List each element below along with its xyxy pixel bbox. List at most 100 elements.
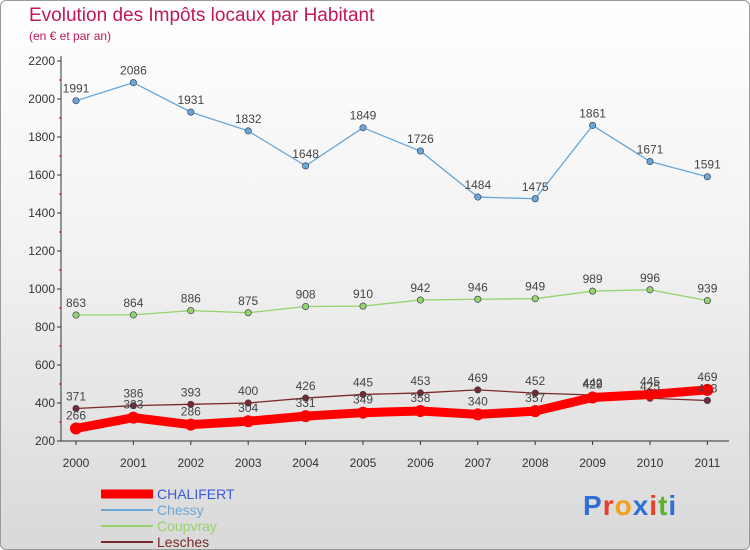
data-point-lesches <box>474 386 482 394</box>
data-point-lesches <box>72 405 80 413</box>
data-point-lesches <box>187 400 195 408</box>
data-point-chessy <box>187 108 195 116</box>
data-label-chalifert: 286 <box>181 405 201 419</box>
data-label-lesches: 413 <box>697 382 717 396</box>
data-label-lesches: 445 <box>353 375 373 389</box>
data-point-coupvray <box>302 302 310 310</box>
data-label-lesches: 426 <box>296 379 316 393</box>
data-point-chessy <box>72 97 80 105</box>
data-point-chalifert <box>299 410 312 423</box>
data-label-lesches: 425 <box>640 379 660 393</box>
x-tick-label: 2006 <box>407 456 434 470</box>
data-label-coupvray: 910 <box>353 287 373 301</box>
data-point-lesches <box>129 402 137 410</box>
logo-letter: i <box>649 490 659 521</box>
data-point-chalifert <box>357 406 369 419</box>
y-tick-label: 400 <box>35 396 55 410</box>
data-label-coupvray: 864 <box>123 296 143 310</box>
logo-letter: P <box>583 490 603 521</box>
data-label-chessy: 1832 <box>235 112 262 126</box>
proxiti-logo: Proxiti <box>583 490 677 522</box>
logo-letter: o <box>614 490 633 521</box>
data-point-chalifert <box>242 415 255 428</box>
series-line-coupvray <box>75 289 709 316</box>
legend-label-lesches: Lesches <box>157 534 209 549</box>
data-label-coupvray: 946 <box>468 280 488 294</box>
series-layer <box>70 79 714 435</box>
y-tick-label: 1200 <box>28 244 55 258</box>
data-label-coupvray: 863 <box>66 296 86 310</box>
data-label-lesches: 469 <box>468 371 488 385</box>
data-label-coupvray: 989 <box>583 272 603 286</box>
legend-label-chessy: Chessy <box>157 502 204 518</box>
data-point-coupvray <box>187 307 195 315</box>
data-point-chalifert <box>701 383 714 396</box>
data-label-chalifert: 323 <box>123 398 143 412</box>
data-point-chessy <box>416 147 424 155</box>
data-point-chessy <box>359 124 367 132</box>
data-point-chalifert <box>414 404 427 417</box>
data-point-chessy <box>646 158 654 166</box>
data-labels: 1991 2086 1931 1832 1648 1849 1726 1484 1475 1861… <box>63 64 721 423</box>
x-tick-label: 2001 <box>120 456 147 470</box>
data-label-chalifert: 445 <box>640 374 660 388</box>
data-label-chessy: 1726 <box>407 132 434 146</box>
series-line-chessy <box>75 82 709 200</box>
data-label-chessy: 1484 <box>464 178 491 192</box>
data-label-coupvray: 996 <box>640 271 660 285</box>
data-label-chalifert: 304 <box>238 401 258 415</box>
data-label-lesches: 371 <box>66 390 86 404</box>
data-label-coupvray: 949 <box>525 280 545 294</box>
data-label-chessy: 1671 <box>637 143 664 157</box>
y-tick-label: 200 <box>35 434 55 448</box>
data-point-chalifert <box>127 411 140 424</box>
x-tick-label: 2002 <box>177 456 204 470</box>
data-label-chessy: 1648 <box>292 147 319 161</box>
data-label-chalifert: 266 <box>66 408 86 422</box>
chart-subtitle: (en € et par an) <box>29 29 112 43</box>
x-tick-label: 2007 <box>464 456 491 470</box>
data-point-coupvray <box>244 309 252 317</box>
data-label-lesches: 453 <box>410 374 430 388</box>
axes: 200 400 600 800 1000 1200 1400 1600 1800 2000 2200… <box>28 54 729 470</box>
data-label-lesches: 400 <box>238 384 258 398</box>
data-label-chalifert: 331 <box>296 396 316 410</box>
data-label-chessy: 1861 <box>579 106 606 120</box>
data-label-coupvray: 875 <box>238 294 258 308</box>
x-tick-label: 2011 <box>694 456 720 470</box>
y-tick-label: 800 <box>35 320 55 334</box>
y-tick-label: 2200 <box>28 54 55 68</box>
data-point-lesches <box>531 389 539 397</box>
data-point-coupvray <box>531 295 539 303</box>
data-point-lesches <box>416 389 424 397</box>
data-point-chessy <box>302 162 310 170</box>
logo-letter: i <box>668 490 678 521</box>
x-tick-label: 2003 <box>235 456 262 470</box>
x-tick-label: 2004 <box>292 456 319 470</box>
data-point-chalifert <box>586 391 599 404</box>
data-label-chalifert: 357 <box>525 391 545 405</box>
data-point-chessy <box>129 79 137 87</box>
data-label-chalifert: 469 <box>697 370 717 384</box>
data-label-coupvray: 939 <box>697 282 717 296</box>
data-point-coupvray <box>589 287 597 295</box>
data-label-chessy: 1991 <box>63 82 90 96</box>
data-point-coupvray <box>359 302 367 310</box>
data-point-coupvray <box>703 297 711 305</box>
data-point-lesches <box>302 394 310 402</box>
data-point-chessy <box>531 195 539 203</box>
data-point-chalifert <box>471 408 484 421</box>
y-tick-label: 600 <box>35 358 55 372</box>
y-tick-label: 1400 <box>28 206 55 220</box>
data-label-coupvray: 908 <box>296 287 316 301</box>
x-tick-label: 2008 <box>522 456 549 470</box>
data-point-chalifert <box>70 422 82 435</box>
y-tick-label: 2000 <box>28 92 55 106</box>
data-point-coupvray <box>416 296 424 304</box>
y-tick-label: 1800 <box>28 130 55 144</box>
data-point-lesches <box>703 397 711 405</box>
y-tick-label: 1600 <box>28 168 55 182</box>
data-label-chessy: 1931 <box>177 93 204 107</box>
